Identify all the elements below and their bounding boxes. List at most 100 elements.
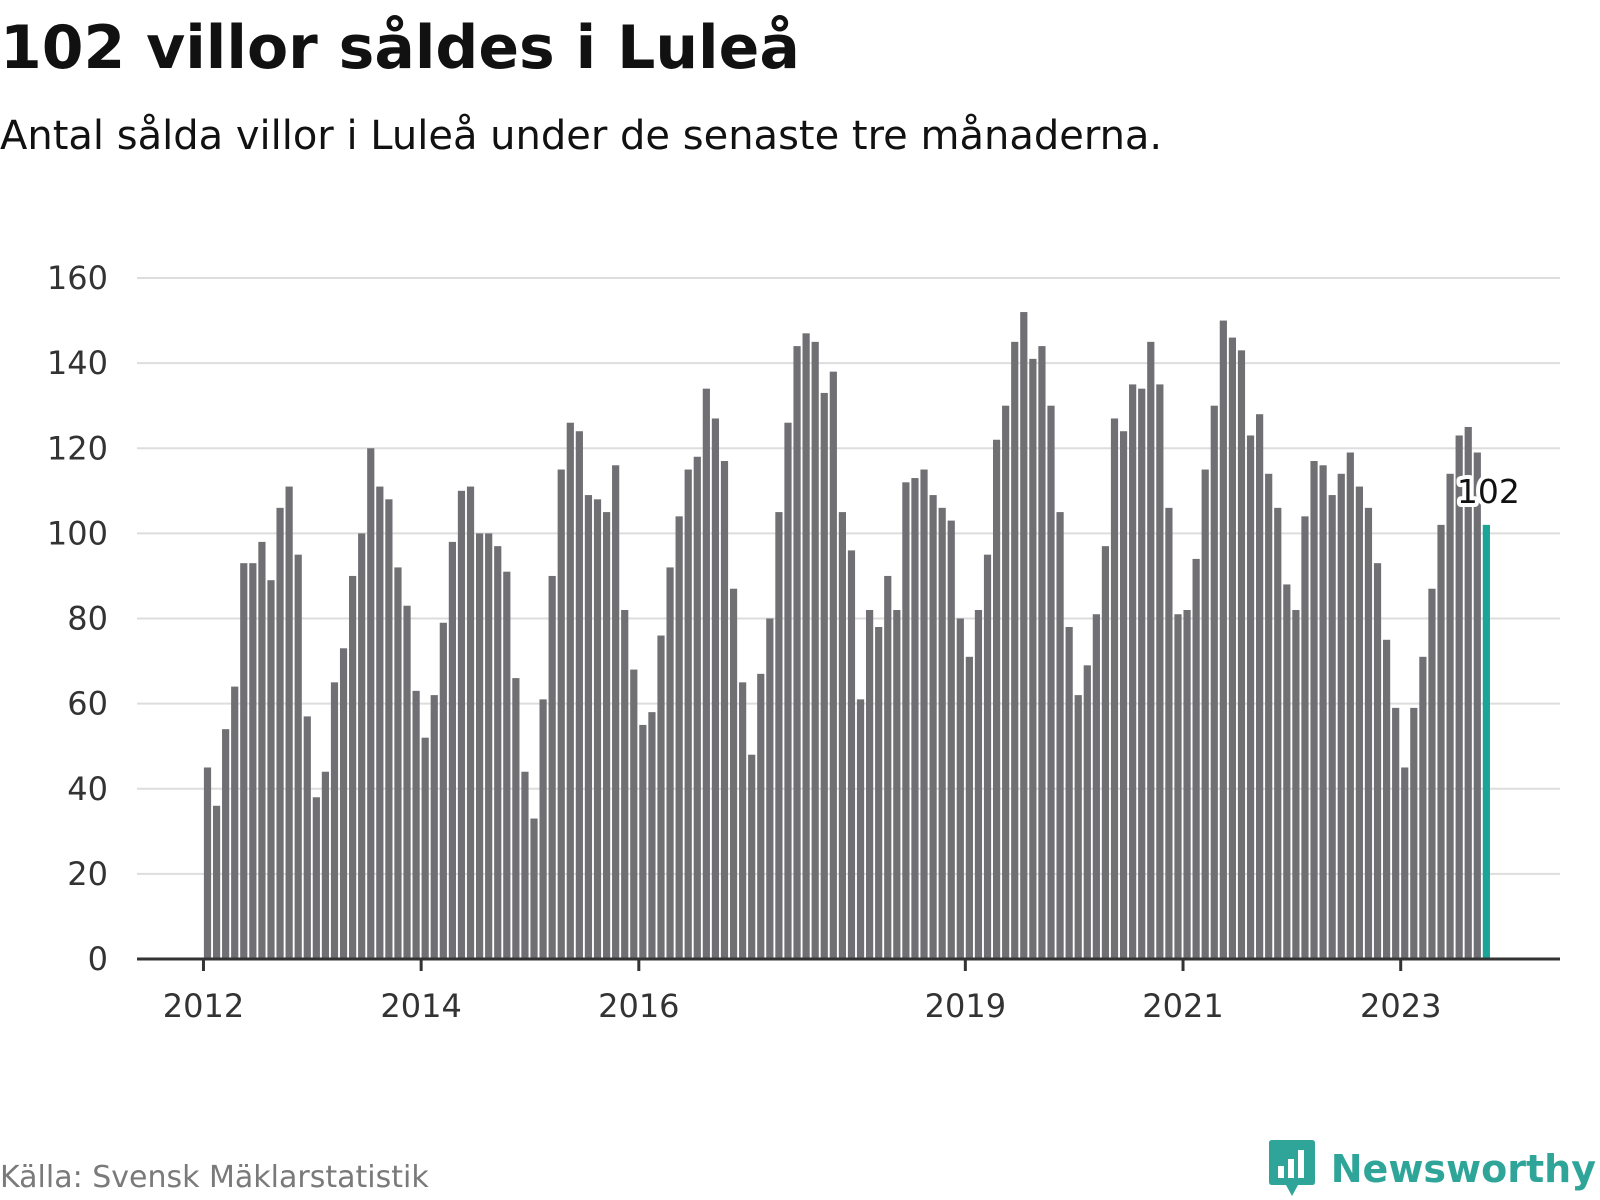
bars [203, 312, 1490, 960]
bar [294, 554, 302, 959]
bar [729, 588, 738, 959]
bar [766, 618, 774, 959]
bar [1364, 507, 1373, 959]
bar [1074, 695, 1082, 959]
bar [376, 486, 384, 959]
bar [947, 520, 955, 959]
chart-subtitle: Antal sålda villor i Luleå under de sena… [0, 113, 1163, 159]
bar [1346, 452, 1354, 959]
bar [1246, 435, 1255, 960]
bar [1219, 320, 1227, 959]
bar [757, 673, 765, 959]
bar [1237, 350, 1246, 959]
bar [974, 609, 983, 959]
bar [1192, 558, 1200, 959]
bar [1383, 639, 1391, 959]
bar-highlight [1482, 524, 1490, 959]
bar [339, 648, 348, 959]
bar [648, 712, 656, 959]
bar [675, 516, 683, 959]
brand-logo: Newsworthy [1267, 1138, 1596, 1200]
bar [240, 563, 248, 959]
bar [983, 554, 992, 959]
bar [330, 682, 339, 959]
bar [1110, 418, 1119, 960]
bar [1002, 405, 1010, 959]
bar [1092, 614, 1100, 959]
bar [875, 627, 883, 959]
y-tick-label-100: 100 [47, 514, 108, 552]
bar [829, 371, 837, 959]
bar [657, 635, 665, 959]
bar [249, 563, 257, 959]
bar [911, 478, 919, 959]
x-tick-label-2019: 2019 [925, 987, 1006, 1025]
bar [1119, 431, 1128, 960]
bar [412, 690, 420, 959]
x-tick-label-2021: 2021 [1142, 987, 1223, 1025]
bar [965, 656, 973, 959]
y-tick-label-60: 60 [67, 685, 108, 723]
bar [1129, 384, 1137, 959]
bar [258, 541, 266, 959]
bar [285, 486, 293, 959]
bar [784, 422, 792, 960]
bar [321, 771, 330, 959]
bar [1274, 507, 1282, 959]
bar [1174, 614, 1182, 959]
bar [1319, 465, 1327, 959]
bar [956, 618, 964, 959]
bar [602, 512, 611, 959]
bar [403, 605, 411, 959]
annotation: 102 [1453, 468, 1524, 515]
bar [612, 465, 620, 959]
bar [1138, 388, 1146, 959]
bar [1373, 563, 1382, 959]
bar [621, 609, 629, 959]
chart-title: 102 villor såldes i Luleå [0, 13, 800, 83]
bar [1020, 312, 1028, 959]
bar [575, 431, 583, 960]
bar [530, 818, 538, 959]
bar [267, 580, 275, 959]
bar [231, 686, 239, 959]
bar [1428, 588, 1436, 959]
bar [1464, 426, 1472, 960]
bar [775, 512, 783, 959]
y-axis-labels: 0 20 40 60 80 100 120 140 160 [47, 259, 108, 978]
x-axis-labels: 2012 2014 2016 2019 2021 2023 [163, 987, 1442, 1025]
bar [385, 499, 393, 959]
bar [548, 575, 556, 959]
y-tick-label-40: 40 [67, 770, 108, 808]
bar [630, 669, 638, 959]
bar [739, 682, 747, 959]
bar [430, 695, 438, 959]
bar [1455, 435, 1463, 960]
bar [992, 439, 1001, 959]
bar [1328, 495, 1336, 959]
y-tick-label-20: 20 [67, 855, 108, 893]
newsworthy-logo-icon [1268, 1140, 1315, 1196]
bar [1265, 473, 1273, 959]
bar [1165, 507, 1173, 959]
bar [847, 550, 856, 959]
bar [929, 495, 937, 959]
bar [1401, 767, 1409, 959]
bar [1029, 358, 1037, 959]
bar [557, 469, 565, 959]
bar [1446, 473, 1454, 959]
x-tick-label-2023: 2023 [1360, 987, 1441, 1025]
bar [720, 461, 729, 959]
bar [1337, 473, 1345, 959]
bar [1283, 584, 1291, 959]
bar [1355, 486, 1363, 959]
bar [367, 448, 375, 959]
bar [1301, 516, 1309, 959]
bar [1410, 707, 1418, 959]
bar [448, 541, 456, 959]
bar [1101, 546, 1110, 959]
bar [702, 388, 710, 959]
x-axis [137, 957, 1560, 971]
bar [820, 392, 828, 959]
